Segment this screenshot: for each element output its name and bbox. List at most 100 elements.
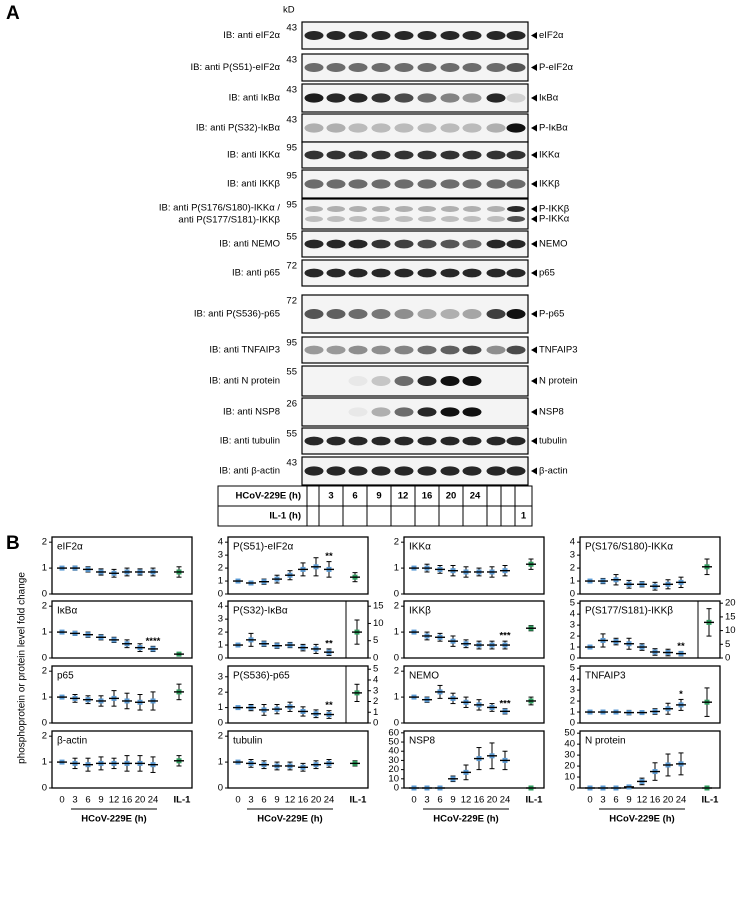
band — [440, 268, 460, 278]
band — [417, 63, 437, 72]
band — [348, 93, 368, 103]
y-tick-label: 0 — [394, 783, 399, 794]
y2-tick-label: 3 — [373, 685, 378, 696]
band — [395, 206, 413, 212]
x-axis-label: HCoV-229E (h) — [257, 814, 322, 825]
band — [394, 376, 414, 386]
band — [348, 63, 368, 72]
y-tick-label: 1 — [218, 576, 223, 587]
band — [418, 206, 436, 212]
band — [348, 179, 368, 189]
band — [440, 93, 460, 103]
band — [326, 268, 346, 278]
band — [506, 123, 526, 133]
plot-title: P(S177/S181)-IKKβ — [585, 606, 673, 617]
y-tick-label: 0 — [394, 718, 399, 729]
significance: * — [679, 689, 683, 700]
x-tick-label: 9 — [98, 795, 103, 806]
band — [418, 216, 436, 222]
blot-label: IB: anti IκBα — [229, 93, 281, 104]
blot-label: IB: anti P(S32)-IκBα — [196, 123, 281, 134]
protein-label: p65 — [539, 268, 555, 279]
y-tick-label: 2 — [218, 563, 223, 574]
plot-frame — [51, 665, 193, 724]
x-tick-label: 3 — [600, 795, 605, 806]
band — [440, 345, 460, 355]
band — [506, 179, 526, 189]
plot-title: p65 — [57, 671, 74, 682]
y-tick-label: 1 — [42, 627, 47, 638]
y-tick-label: 1 — [394, 692, 399, 703]
band — [394, 150, 414, 160]
table-header: HCoV-229E (h) — [236, 491, 301, 502]
y-tick-label: 0 — [394, 653, 399, 664]
y-tick-label: 0 — [218, 718, 223, 729]
y-tick-label: 0 — [42, 653, 47, 664]
band — [506, 63, 526, 72]
band — [417, 239, 437, 249]
kd-label: 43 — [286, 85, 297, 96]
table-row — [217, 505, 533, 527]
band — [371, 31, 391, 40]
plot-frame — [579, 536, 721, 595]
x-tick-label: 6 — [437, 795, 442, 806]
band — [326, 93, 346, 103]
band — [462, 179, 482, 189]
band — [304, 63, 324, 72]
kd-label: 55 — [286, 429, 297, 440]
y-tick-label: 0 — [218, 653, 223, 664]
kd-label: 26 — [286, 399, 297, 410]
band — [507, 216, 525, 222]
x-axis-label: HCoV-229E (h) — [609, 814, 674, 825]
plot-title: IKKα — [409, 542, 431, 553]
protein-label: P-IKKα — [539, 214, 570, 225]
x-tick-label: 12 — [637, 795, 648, 806]
plot-frame — [579, 665, 721, 724]
protein-label: P-p65 — [539, 309, 564, 320]
table-cell: 9 — [376, 491, 381, 502]
y2-tick-label: 2 — [373, 696, 378, 707]
blot-label: IB: anti tubulin — [220, 436, 280, 447]
arrow — [531, 377, 537, 385]
band — [487, 206, 505, 212]
arrow — [531, 180, 537, 188]
band — [506, 309, 526, 319]
arrow — [531, 124, 537, 132]
band — [371, 407, 391, 417]
kd-label: 43 — [286, 115, 297, 126]
y-tick-label: 2 — [42, 537, 47, 548]
band — [348, 123, 368, 133]
table-header: IL-1 (h) — [269, 511, 301, 522]
significance: ** — [677, 641, 685, 652]
x-tick-label: 3 — [248, 795, 253, 806]
y-tick-label: 1 — [570, 642, 575, 653]
blot-label: IB: anti IKKα — [227, 150, 281, 161]
band — [371, 239, 391, 249]
band — [417, 376, 437, 386]
band — [462, 93, 482, 103]
arrow — [531, 467, 537, 475]
plot-frame — [403, 536, 545, 595]
band — [417, 123, 437, 133]
y-tick-label: 4 — [218, 601, 223, 612]
band — [417, 268, 437, 278]
kd-label: 43 — [286, 55, 297, 66]
y-tick-label: 2 — [42, 731, 47, 742]
band — [486, 63, 506, 72]
protein-label: NEMO — [539, 239, 568, 250]
band — [326, 179, 346, 189]
plot-frame — [51, 600, 193, 659]
y-tick-label: 3 — [218, 550, 223, 561]
plot-frame — [579, 730, 721, 789]
y2-tick-label: 4 — [373, 674, 378, 685]
band — [371, 376, 391, 386]
protein-label: P-IKKβ — [539, 204, 570, 215]
blot-label: IB: anti IKKβ — [227, 179, 281, 190]
table-cell: 16 — [422, 491, 433, 502]
y-tick-label: 2 — [42, 666, 47, 677]
band — [486, 436, 506, 446]
band — [417, 345, 437, 355]
y-tick-label: 40 — [564, 739, 575, 750]
y-tick-label: 30 — [388, 755, 399, 766]
band — [326, 345, 346, 355]
